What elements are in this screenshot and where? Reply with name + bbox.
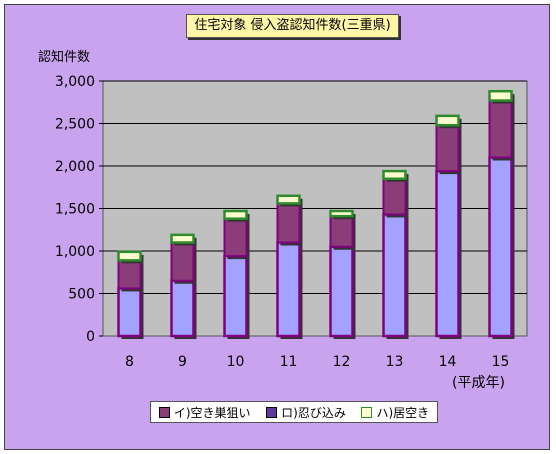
y-tick-label: 1,000 [55,244,95,260]
bar-segment-0-12 [329,245,354,338]
bar-segment-1-15 [488,99,513,159]
x-axis-title: (平成年) [452,375,505,391]
x-tick-labels: 8 9 10 11 12 13 14 15 [125,354,509,370]
x-tick-label: 15 [492,354,510,370]
y-tick-label: 500 [68,287,95,303]
y-tick-label: 0 [86,329,95,345]
y-tick-label: 3,000 [55,74,95,90]
legend-label-iaki: ハ)居空き [376,405,430,420]
bar-segment-1-8 [117,259,142,290]
bar-segment-0-8 [117,287,142,338]
x-tick-label: 11 [280,354,298,370]
legend-swatch-akisu [158,406,170,418]
bar-segment-0-11 [276,241,301,338]
bar-segment-0-13 [382,213,407,338]
bar-segment-2-10 [223,209,248,220]
y-tick-label: 1,500 [55,202,95,218]
bar-segment-0-10 [223,254,248,338]
chart-title: 住宅対象 侵入盗認知件数(三重県) [186,14,399,38]
legend-item-akisu: イ)空き巣狙い [158,404,251,421]
bar-segment-0-9 [170,279,195,338]
bar-segment-2-14 [435,114,460,127]
bar-segment-1-9 [170,241,195,282]
bar-segment-0-15 [488,156,513,338]
x-tick-label: 12 [333,354,351,370]
bar-segment-2-11 [276,194,301,205]
x-tick-label: 13 [386,354,404,370]
y-tick-label: 2,500 [55,117,95,133]
y-tick-labels: 0 500 1,000 1,500 2,000 2,500 3,000 [55,74,95,345]
bars [117,89,515,339]
legend: イ)空き巣狙い ロ)忍び込み ハ)居空き [150,401,438,423]
x-tick-label: 9 [178,354,187,370]
bar-segment-1-13 [382,177,407,216]
bar-segment-2-13 [382,169,407,181]
legend-item-shinobikomi: ロ)忍び込み [266,404,346,421]
bar-segment-2-9 [170,233,195,244]
bar-segment-0-14 [435,169,460,338]
bar-segment-1-11 [276,202,301,244]
bar-segment-2-15 [488,89,513,102]
bar-segment-2-12 [329,209,354,218]
legend-swatch-iaki [361,406,373,418]
x-tick-label: 8 [125,354,134,370]
bar-segment-1-14 [435,124,460,173]
bar-segment-1-10 [223,217,248,258]
y-tick-label: 2,000 [55,159,95,175]
bar-segment-1-12 [329,215,354,248]
y-axis-title: 認知件数 [38,50,91,65]
legend-item-iaki: ハ)居空き [361,404,429,421]
legend-label-akisu: イ)空き巣狙い [173,405,251,420]
legend-label-shinobikomi: ロ)忍び込み [281,405,346,420]
x-tick-label: 14 [439,354,457,370]
x-tick-label: 10 [227,354,245,370]
bar-segment-2-8 [117,250,142,262]
legend-swatch-shinobikomi [266,406,278,418]
